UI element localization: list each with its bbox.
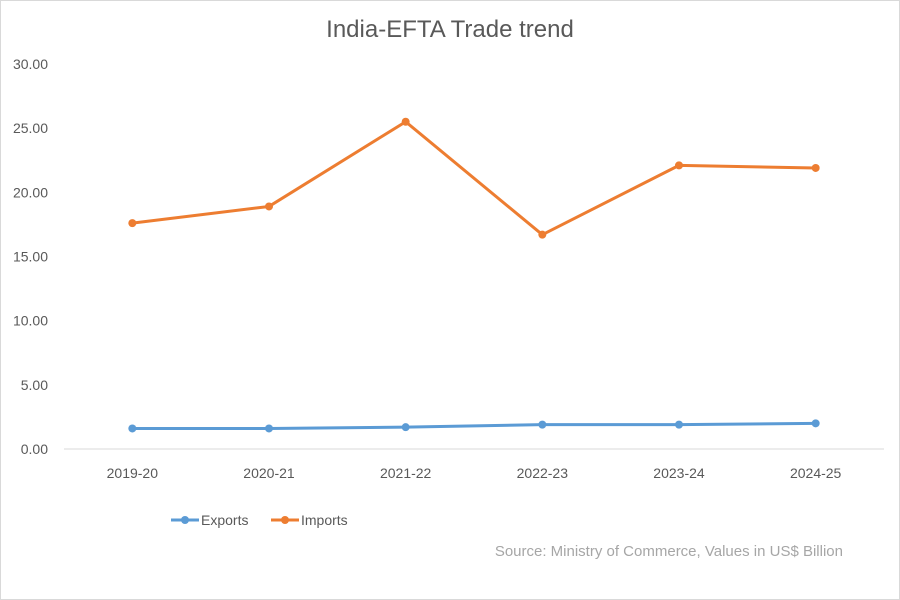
x-tick-label: 2021-22 (380, 465, 432, 481)
exports-point (128, 424, 137, 433)
series-imports (128, 117, 820, 239)
imports-point (265, 202, 273, 211)
imports-point (811, 163, 820, 172)
imports-point (538, 230, 547, 239)
x-tick-label: 2022-23 (517, 465, 569, 481)
y-tick-label: 5.00 (21, 377, 48, 393)
x-tick-label: 2024-25 (790, 465, 842, 481)
source-note: Source: Ministry of Commerce, Values in … (495, 543, 843, 560)
exports-point (265, 424, 273, 433)
exports-point (538, 420, 547, 429)
x-tick-label: 2020-21 (243, 465, 295, 481)
y-tick-label: 30.00 (13, 56, 48, 72)
y-tick-label: 10.00 (13, 313, 48, 329)
legend-marker-exports (181, 516, 189, 524)
y-tick-label: 15.00 (13, 249, 48, 265)
imports-point (128, 219, 137, 228)
y-axis-ticks: 0.00 5.00 10.00 15.00 20.00 25.00 30.00 (13, 56, 48, 457)
legend-label-imports: Imports (301, 512, 348, 528)
chart-title: India-EFTA Trade trend (326, 16, 574, 43)
legend-item-imports: Imports (271, 512, 348, 528)
legend-label-exports: Exports (201, 512, 248, 528)
imports-point (401, 117, 410, 126)
legend: Exports Imports (171, 512, 348, 528)
x-tick-label: 2019-20 (107, 465, 159, 481)
exports-point (675, 420, 683, 429)
exports-point (811, 419, 820, 428)
y-tick-label: 25.00 (13, 120, 48, 136)
legend-item-exports: Exports (171, 512, 248, 528)
x-tick-label: 2023-24 (653, 465, 705, 481)
series-layer (128, 117, 820, 433)
exports-point (401, 423, 410, 432)
exports-line (130, 421, 818, 430)
legend-marker-imports (281, 516, 289, 524)
imports-point (675, 161, 683, 170)
x-axis-ticks: 2019-20 2020-21 2021-22 2022-23 2023-24 2024-… (107, 465, 842, 481)
series-exports (128, 419, 820, 433)
y-tick-label: 20.00 (13, 184, 48, 200)
imports-line (130, 120, 818, 237)
y-tick-label: 0.00 (21, 441, 48, 457)
